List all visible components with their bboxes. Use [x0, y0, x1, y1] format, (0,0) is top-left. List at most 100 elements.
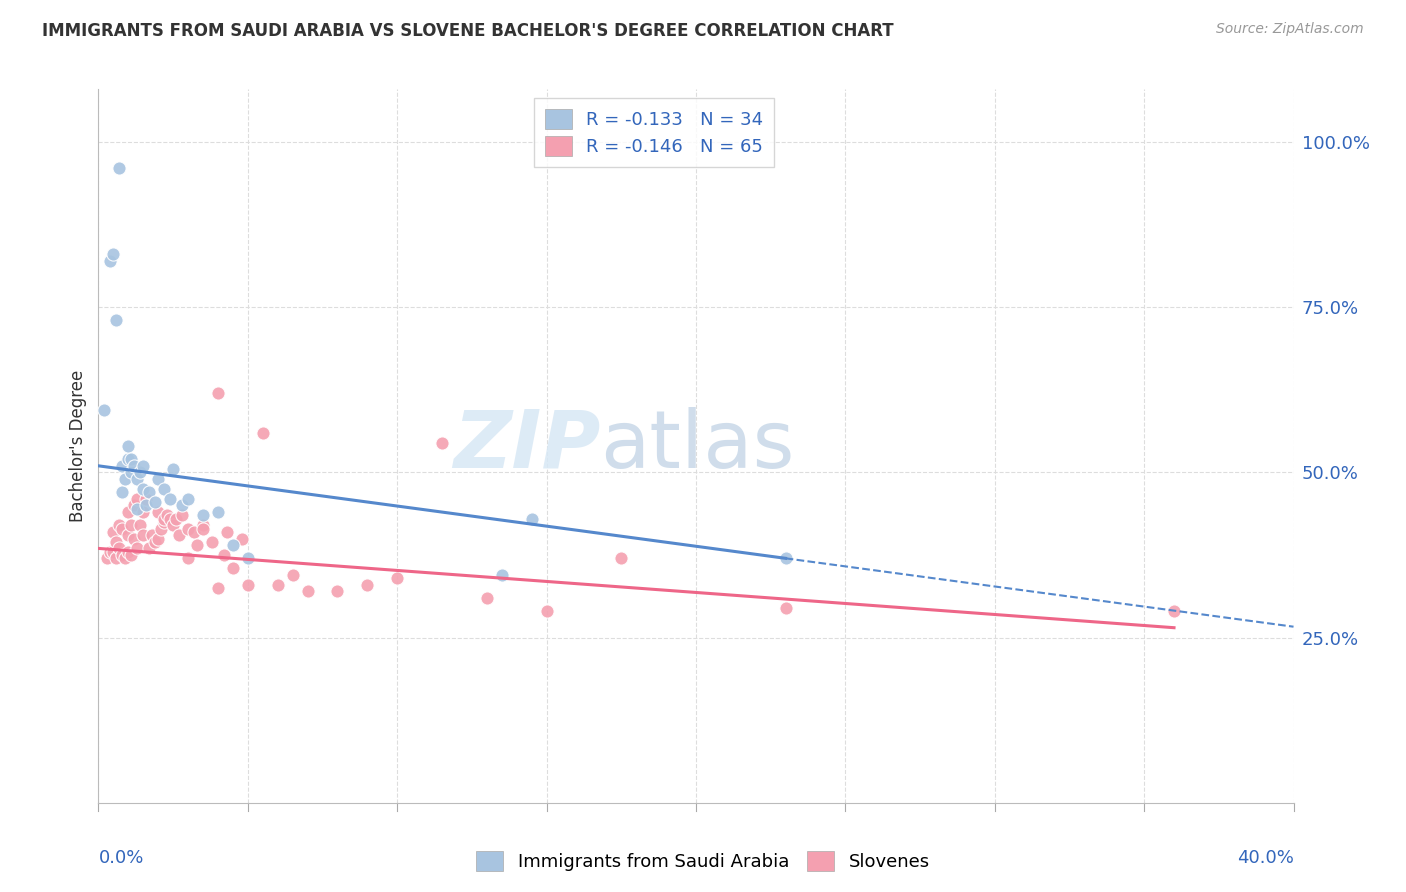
Y-axis label: Bachelor's Degree: Bachelor's Degree	[69, 370, 87, 522]
Point	[231, 532, 253, 546]
Point	[135, 499, 157, 513]
Point	[93, 402, 115, 417]
Point	[326, 584, 349, 599]
Point	[138, 485, 160, 500]
Point	[103, 524, 125, 539]
Point	[98, 545, 122, 559]
Point	[111, 522, 134, 536]
Point	[141, 528, 163, 542]
Text: ZIP: ZIP	[453, 407, 600, 485]
Text: 0.0%: 0.0%	[98, 849, 143, 867]
Point	[132, 458, 155, 473]
Point	[201, 534, 224, 549]
Point	[150, 522, 173, 536]
Point	[191, 518, 214, 533]
Point	[167, 528, 190, 542]
Point	[111, 485, 134, 500]
Point	[775, 600, 797, 615]
Text: Source: ZipAtlas.com: Source: ZipAtlas.com	[1216, 22, 1364, 37]
Point	[105, 551, 128, 566]
Point	[281, 567, 304, 582]
Point	[610, 551, 633, 566]
Point	[105, 313, 128, 327]
Point	[105, 534, 128, 549]
Text: IMMIGRANTS FROM SAUDI ARABIA VS SLOVENE BACHELOR'S DEGREE CORRELATION CHART: IMMIGRANTS FROM SAUDI ARABIA VS SLOVENE …	[42, 22, 894, 40]
Point	[165, 511, 187, 525]
Legend: R = -0.133   N = 34, R = -0.146   N = 65: R = -0.133 N = 34, R = -0.146 N = 65	[534, 98, 775, 167]
Point	[252, 425, 274, 440]
Point	[159, 511, 181, 525]
Text: atlas: atlas	[600, 407, 794, 485]
Point	[143, 495, 166, 509]
Point	[162, 462, 184, 476]
Point	[172, 508, 194, 523]
Point	[132, 482, 155, 496]
Point	[120, 452, 142, 467]
Point	[177, 491, 200, 506]
Point	[156, 508, 179, 523]
Point	[475, 591, 498, 605]
Point	[138, 541, 160, 556]
Point	[222, 538, 245, 552]
Point	[114, 472, 136, 486]
Point	[124, 458, 146, 473]
Point	[356, 578, 378, 592]
Point	[103, 247, 125, 261]
Point	[207, 386, 229, 401]
Point	[159, 491, 181, 506]
Point	[191, 508, 214, 523]
Point	[129, 466, 152, 480]
Point	[111, 548, 134, 562]
Point	[267, 578, 290, 592]
Point	[236, 551, 259, 566]
Point	[132, 505, 155, 519]
Point	[297, 584, 319, 599]
Point	[96, 551, 118, 566]
Point	[103, 545, 125, 559]
Point	[183, 524, 205, 539]
Point	[186, 538, 208, 552]
Point	[177, 522, 200, 536]
Point	[129, 518, 152, 533]
Point	[127, 472, 149, 486]
Point	[132, 528, 155, 542]
Point	[148, 532, 170, 546]
Point	[143, 534, 166, 549]
Point	[153, 515, 176, 529]
Point	[430, 435, 453, 450]
Point	[135, 491, 157, 506]
Point	[148, 505, 170, 519]
Point	[114, 551, 136, 566]
Point	[172, 499, 194, 513]
Legend: Immigrants from Saudi Arabia, Slovenes: Immigrants from Saudi Arabia, Slovenes	[470, 844, 936, 879]
Point	[117, 439, 139, 453]
Point	[177, 551, 200, 566]
Point	[98, 254, 122, 268]
Point	[111, 458, 134, 473]
Point	[120, 518, 142, 533]
Point	[191, 522, 214, 536]
Point	[117, 528, 139, 542]
Point	[108, 161, 131, 176]
Point	[215, 524, 238, 539]
Point	[212, 548, 235, 562]
Point	[108, 541, 131, 556]
Point	[153, 482, 176, 496]
Point	[117, 452, 139, 467]
Point	[162, 518, 184, 533]
Point	[775, 551, 797, 566]
Point	[127, 541, 149, 556]
Point	[120, 466, 142, 480]
Point	[127, 501, 149, 516]
Point	[117, 545, 139, 559]
Text: 40.0%: 40.0%	[1237, 849, 1294, 867]
Point	[148, 472, 170, 486]
Point	[127, 491, 149, 506]
Point	[520, 511, 543, 525]
Point	[1163, 604, 1185, 618]
Point	[385, 571, 409, 585]
Point	[117, 505, 139, 519]
Point	[536, 604, 558, 618]
Point	[207, 581, 229, 595]
Point	[222, 561, 245, 575]
